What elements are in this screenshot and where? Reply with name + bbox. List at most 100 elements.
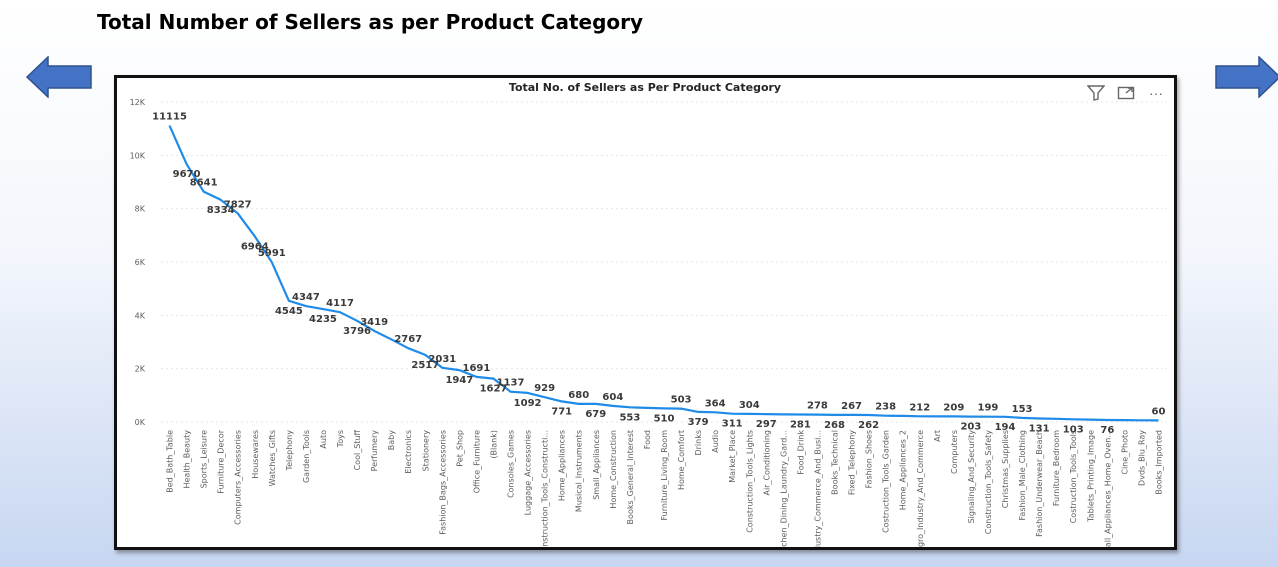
x-tick-label: Housewares xyxy=(251,430,260,479)
data-label: 7827 xyxy=(224,199,252,210)
more-options-icon[interactable]: ··· xyxy=(1149,85,1163,101)
focus-mode-icon[interactable] xyxy=(1116,84,1136,102)
data-label: 3419 xyxy=(360,317,388,328)
filter-icon[interactable] xyxy=(1086,84,1106,102)
x-tick-label: Telephony xyxy=(285,430,294,472)
x-tick-label: Costruction_Tools_Tools xyxy=(1069,430,1078,523)
x-tick-label: Electronics xyxy=(404,430,413,474)
next-arrow-icon[interactable] xyxy=(1215,56,1278,98)
x-tick-label: Fashion_Shoes xyxy=(865,430,874,488)
previous-arrow-icon[interactable] xyxy=(26,56,92,98)
x-tick-label: Books_Technical xyxy=(831,430,840,495)
data-label: 238 xyxy=(875,402,896,413)
x-tick-label: Agro_Industry_And_Commerce xyxy=(916,430,925,547)
data-label: 8334 xyxy=(207,205,235,216)
data-label: 2767 xyxy=(394,334,422,345)
data-label: 262 xyxy=(858,420,879,431)
x-tick-label: Construction_Tools_Lights xyxy=(745,430,754,533)
data-label: 6964 xyxy=(241,241,269,252)
data-label: 267 xyxy=(841,401,862,412)
x-tick-label: (Blank) xyxy=(489,430,498,459)
data-label: 203 xyxy=(960,422,981,433)
data-label: 510 xyxy=(654,413,675,424)
x-tick-label: Office_Furniture xyxy=(472,430,481,493)
x-tick-label: Stationery xyxy=(421,430,430,472)
x-tick-label: Audio xyxy=(711,430,720,453)
x-tick-label: Home_Comfort xyxy=(677,430,686,490)
data-label: 680 xyxy=(568,390,589,401)
x-tick-label: Books_Imported xyxy=(1154,430,1163,495)
data-label: 153 xyxy=(1012,404,1033,415)
data-label: 212 xyxy=(909,402,930,413)
data-label: 771 xyxy=(551,406,572,417)
data-label: 103 xyxy=(1063,424,1084,435)
data-label: 5991 xyxy=(258,248,286,259)
data-label: 4347 xyxy=(292,292,320,303)
data-label: 209 xyxy=(943,402,964,413)
x-tick-label: Cool_Stuff xyxy=(353,430,362,471)
x-tick-label: Fashion_Bags_Accessories xyxy=(438,430,447,535)
x-tick-label: Home_Construction xyxy=(609,430,618,509)
x-tick-label: Market_Place xyxy=(728,430,737,483)
x-tick-label: Sports_Leisure xyxy=(200,430,209,488)
y-tick-label: 6K xyxy=(135,258,146,267)
data-label: 364 xyxy=(705,398,726,409)
data-label: 8641 xyxy=(190,178,218,189)
x-tick-label: Construction_Tools_Safety xyxy=(984,430,993,535)
gridlines xyxy=(161,101,1167,423)
x-tick-label: Musical_Instruments xyxy=(575,430,584,512)
x-tick-label: Small_Appliances xyxy=(592,430,601,500)
x-tick-label: Drinks xyxy=(694,430,703,456)
x-tick-label: Food_Drink xyxy=(796,430,805,475)
data-label: 1947 xyxy=(445,375,473,386)
chart-visual[interactable]: ··· Total No. of Sellers as Per Product … xyxy=(114,75,1177,560)
x-tick-label: Home_Appliances xyxy=(558,430,567,501)
data-label: 3796 xyxy=(343,326,371,337)
x-tick-label: Art xyxy=(933,430,942,442)
data-label: 679 xyxy=(585,409,606,420)
y-tick-label: 8K xyxy=(135,205,146,214)
series-line xyxy=(168,125,1159,422)
x-axis-ticks: Bed_Bath_Table Health_Beauty Sports_Leisur… xyxy=(166,429,1164,560)
data-label: 2517 xyxy=(411,360,439,371)
data-label: 281 xyxy=(790,420,811,431)
data-label: 11115 xyxy=(152,112,187,123)
x-tick-label: Toys xyxy=(336,430,345,448)
data-label: 1627 xyxy=(480,384,508,395)
x-tick-label: Health_Beauty xyxy=(183,430,192,489)
y-tick-label: 0K xyxy=(135,418,146,427)
x-tick-label: Furniture_Bedroom xyxy=(1052,430,1061,506)
data-label: 1137 xyxy=(497,378,525,389)
data-label: 503 xyxy=(671,395,692,406)
data-label: 268 xyxy=(824,420,845,431)
data-label: 379 xyxy=(688,417,709,428)
x-tick-label: Consoles_Games xyxy=(507,430,516,498)
data-label: 4545 xyxy=(275,306,303,317)
x-tick-label: Signaling_And_Security xyxy=(967,430,976,524)
x-tick-label: Furniture_Living_Room xyxy=(660,430,669,521)
y-axis-ticks: 0K 2K 4K 6K 8K 10K 12K xyxy=(130,98,146,427)
data-label: 297 xyxy=(756,419,777,430)
data-label: 199 xyxy=(978,403,999,414)
x-tick-label: Fashion_Underwear_Beach xyxy=(1035,430,1044,537)
y-tick-label: 10K xyxy=(130,151,146,160)
x-tick-label: Luggage_Accessories xyxy=(524,430,533,515)
x-tick-label: Dvds_Blu_Ray xyxy=(1137,430,1146,486)
x-tick-label: Construction_Tools_Constructi... xyxy=(541,430,550,547)
data-label: 604 xyxy=(602,392,623,403)
data-label: 131 xyxy=(1029,424,1050,435)
x-tick-label: Fixed_Telephony xyxy=(848,430,857,495)
x-tick-label: Air_Conditioning xyxy=(762,430,771,496)
x-tick-label: Kitchen_Dining_Laundry_Gard... xyxy=(779,430,788,547)
x-tick-label: Garden_Tools xyxy=(302,430,311,483)
x-tick-label: Computers xyxy=(950,430,959,474)
x-tick-label: Computers_Accessories xyxy=(234,430,243,525)
x-tick-label: Tablets_Printing_Image xyxy=(1086,430,1095,523)
x-tick-label: Fashion_Male_Clothing xyxy=(1018,430,1027,520)
data-label: 9670 xyxy=(173,169,201,180)
x-tick-label: Baby xyxy=(387,430,396,450)
data-label: 929 xyxy=(534,383,555,394)
data-label: 76 xyxy=(1100,425,1114,436)
data-label: 304 xyxy=(739,400,760,411)
